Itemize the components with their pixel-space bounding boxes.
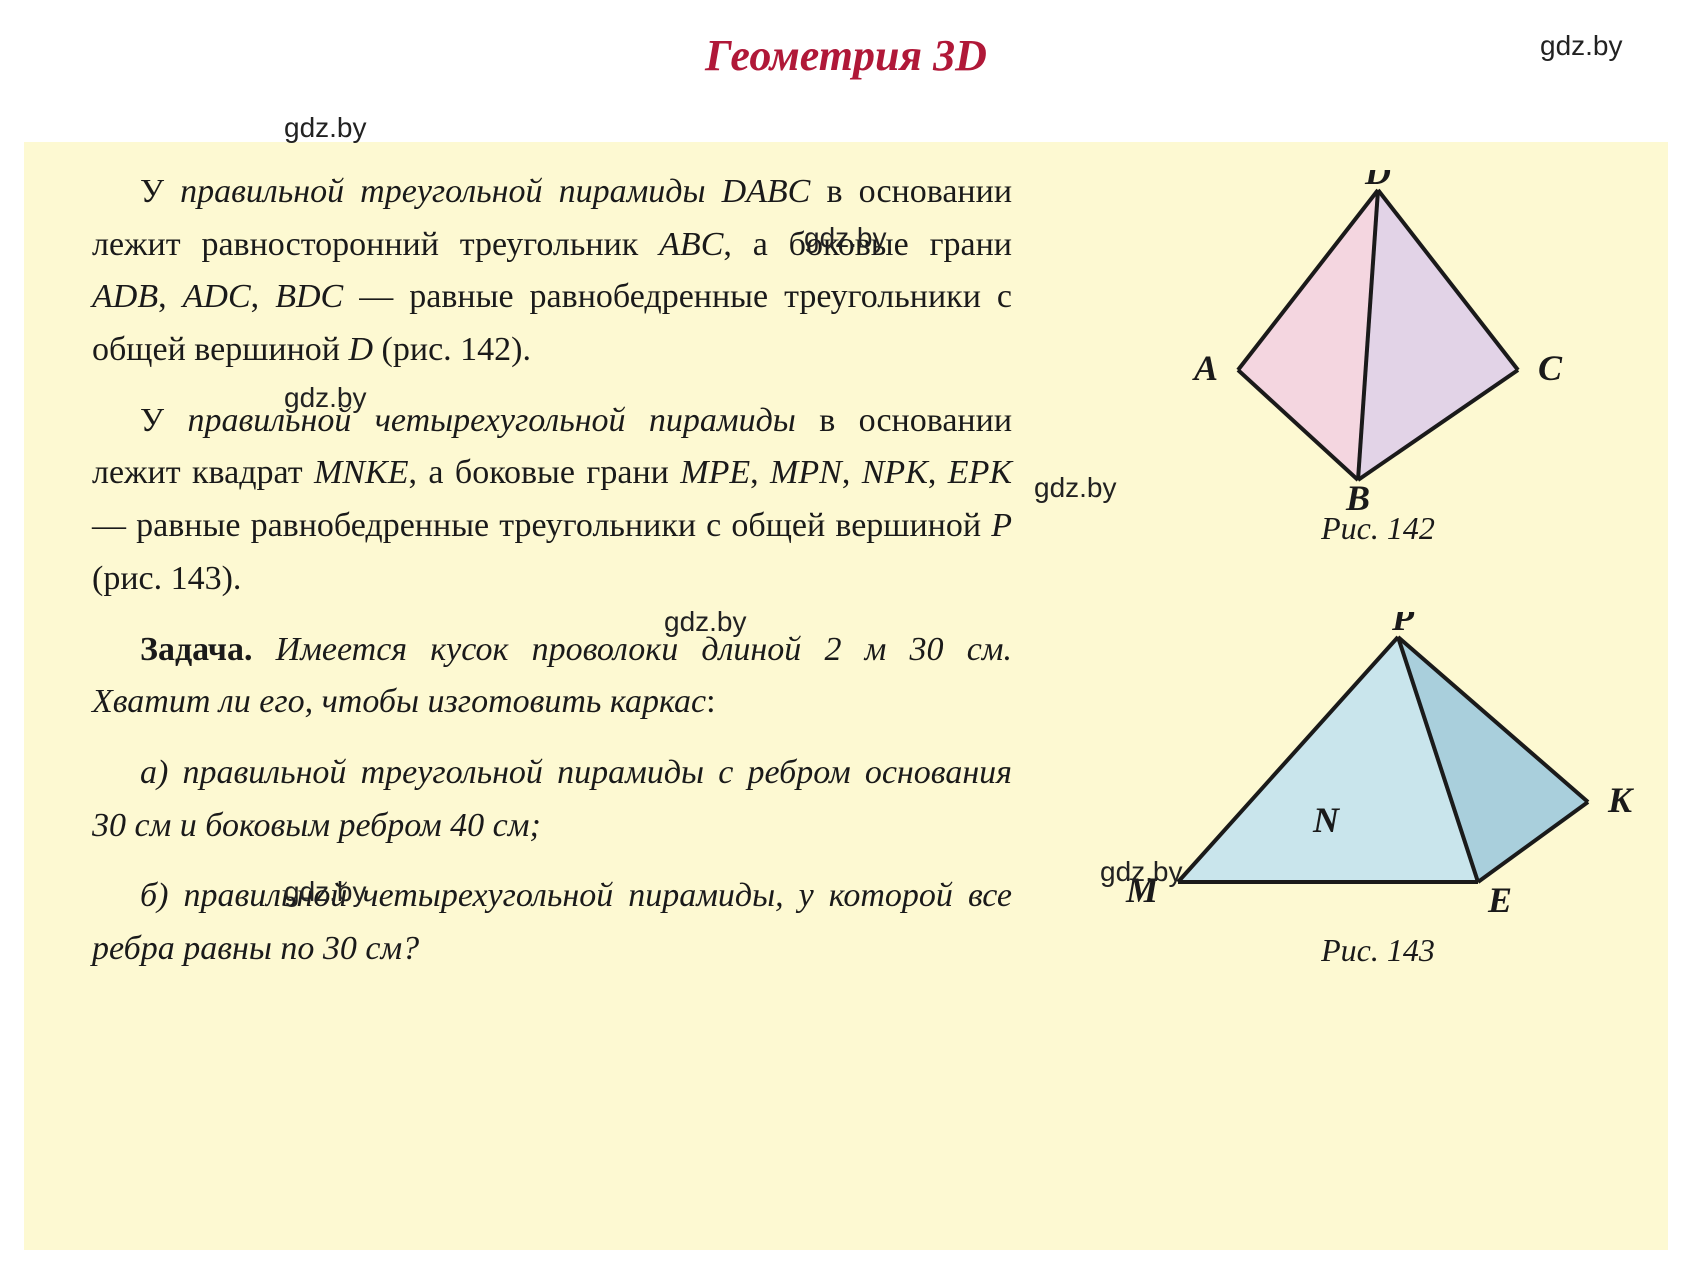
vertex-label-N: N <box>1312 800 1341 840</box>
vertex-label-P: P <box>1391 612 1415 638</box>
math: EPK <box>948 454 1012 491</box>
text: , <box>928 454 948 491</box>
paragraph-2: У правильной четырехугольной пирамиды в … <box>92 395 1012 606</box>
text: У <box>140 173 180 210</box>
math: MNKE <box>314 454 408 491</box>
text: , <box>750 454 770 491</box>
em-text: правильной треугольной пирамиды DABC <box>180 173 810 210</box>
vertex-label-E: E <box>1487 880 1512 920</box>
watermark: gdz.by <box>804 222 887 254</box>
text: (рис. 143). <box>92 560 241 597</box>
opt-lead: а <box>140 754 157 791</box>
text: У <box>140 402 187 439</box>
math: D <box>348 331 373 368</box>
task-label: Задача. <box>140 631 252 668</box>
figure-143: P M E K N Рис. 143 <box>1118 612 1638 969</box>
watermark: gdz.by <box>284 112 367 144</box>
watermark: gdz.by <box>284 876 367 908</box>
text: , <box>842 454 862 491</box>
watermark: gdz.by <box>1100 856 1183 888</box>
page-title: Геометрия 3D <box>0 30 1692 81</box>
math: P <box>991 507 1012 544</box>
option-b: б) правильной четырехугольной пирамиды, … <box>92 870 1012 975</box>
text: , <box>251 278 276 315</box>
opt-text: ) правильной четырехугольной пирамиды, у… <box>92 877 1012 967</box>
text: — равные равно­бедренные треугольники с … <box>92 507 991 544</box>
paragraph-1: У правильной треугольной пирамиды DABC в… <box>92 166 1012 377</box>
vertex-label-D: D <box>1364 170 1391 192</box>
task-paragraph: Задача. Имеется кусок проволоки длиной 2… <box>92 624 1012 729</box>
opt-lead: б <box>140 877 157 914</box>
pyramid-quad-svg: P M E K N <box>1118 612 1638 932</box>
vertex-label-A: A <box>1192 348 1218 388</box>
em-text: правильной четырехугольной пирамиды <box>187 402 795 439</box>
pyramid-tri-svg: D A C B <box>1178 170 1578 510</box>
figure-142: D A C B Рис. 142 <box>1148 170 1608 547</box>
text-column: У правильной треугольной пирамиды DABC в… <box>92 166 1012 976</box>
watermark: gdz.by <box>284 382 367 414</box>
content-box: gdz.by gdz.by gdz.by gdz.by gdz.by gdz.b… <box>24 142 1668 1250</box>
watermark: gdz.by <box>1034 472 1117 504</box>
math: ABC <box>659 226 723 263</box>
math: BDC <box>275 278 343 315</box>
opt-text: ) правильной треугольной пирамиды с реб­… <box>92 754 1012 844</box>
math: NPK <box>862 454 928 491</box>
math: MPN <box>770 454 842 491</box>
math: MPE <box>680 454 750 491</box>
text: (рис. 142). <box>373 331 531 368</box>
watermark: gdz.by <box>664 606 747 638</box>
vertex-label-C: C <box>1538 348 1563 388</box>
text: , <box>158 278 183 315</box>
math: ADC <box>183 278 251 315</box>
text: : <box>706 683 715 720</box>
watermark: gdz.by <box>1540 30 1623 62</box>
figure-142-caption: Рис. 142 <box>1148 510 1608 547</box>
vertex-label-K: K <box>1607 780 1635 820</box>
figure-143-caption: Рис. 143 <box>1118 932 1638 969</box>
vertex-label-B: B <box>1345 478 1370 510</box>
math: ADB <box>92 278 158 315</box>
option-a: а) правильной треугольной пирамиды с реб… <box>92 747 1012 852</box>
text: , а боковые грани <box>408 454 680 491</box>
